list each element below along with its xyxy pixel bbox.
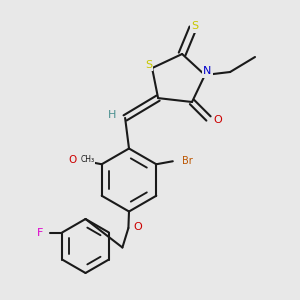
Text: S: S <box>191 21 198 32</box>
Text: O: O <box>134 221 142 232</box>
Text: F: F <box>36 227 43 238</box>
Text: N: N <box>203 66 212 76</box>
Text: Br: Br <box>182 156 193 166</box>
Text: O: O <box>213 115 222 125</box>
Text: CH₃: CH₃ <box>81 155 95 164</box>
Text: H: H <box>108 110 117 120</box>
Text: S: S <box>145 60 152 70</box>
Text: O: O <box>68 155 76 165</box>
